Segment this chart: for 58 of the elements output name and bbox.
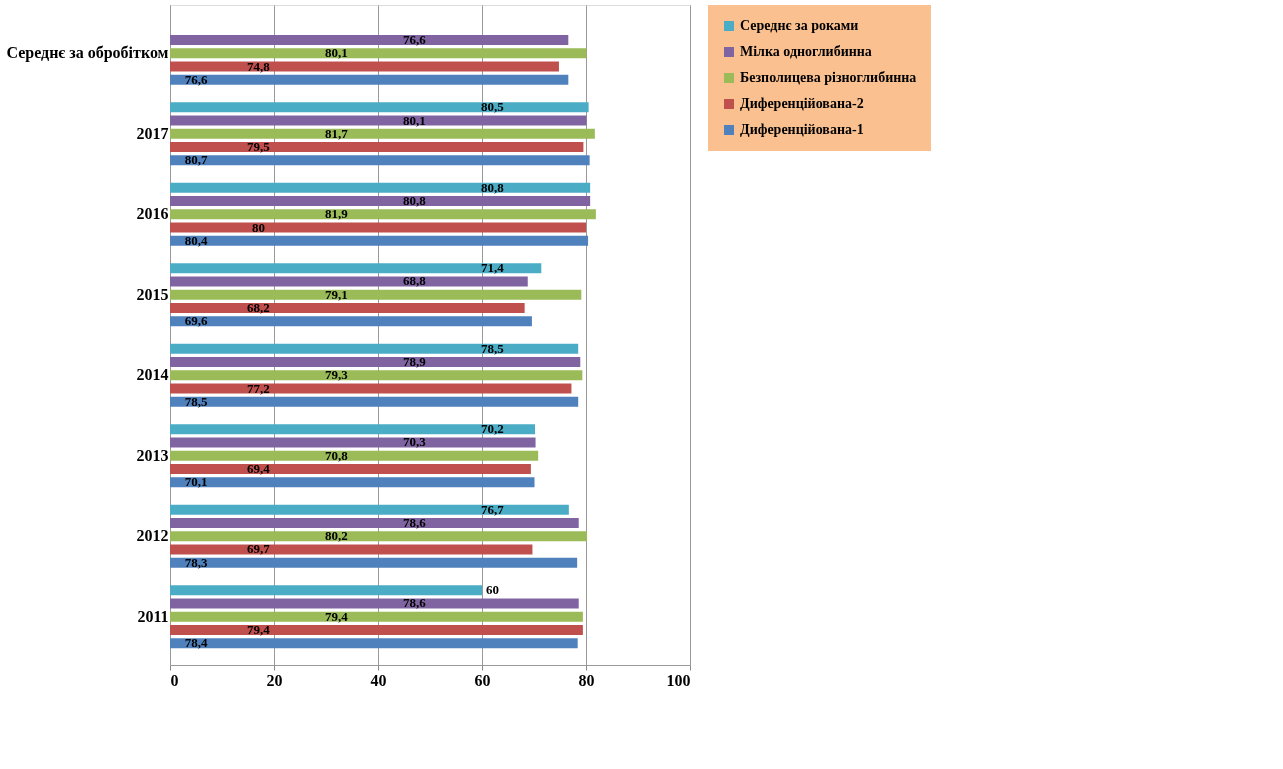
data-label: 69,4 (247, 461, 271, 477)
x-tick-label: 60 (474, 671, 491, 689)
data-label: 70,1 (184, 474, 208, 490)
data-label: 80,1 (325, 45, 348, 61)
data-label: 70,2 (481, 421, 504, 437)
data-label: 70,8 (325, 447, 349, 463)
y-tick-label: 2011 (137, 607, 169, 625)
y-tick-label: 2012 (136, 527, 169, 545)
data-label: 76,6 (403, 32, 427, 48)
x-tick-label: 20 (266, 671, 283, 689)
data-label: 78,3 (184, 554, 208, 570)
legend-label: Диференційована-2 (740, 96, 864, 111)
data-label: 78,5 (184, 393, 208, 409)
legend-label: Мілка одноглибинна (740, 44, 872, 59)
y-tick-label: 2017 (136, 124, 169, 142)
data-label: 77,2 (247, 380, 270, 396)
legend-label: Середнє за роками (740, 18, 859, 33)
data-label: 78,4 (184, 635, 208, 651)
data-label: 76,6 (184, 71, 208, 87)
y-tick-label: 2016 (136, 205, 169, 223)
data-label: 60 (485, 582, 499, 598)
data-label: 78,9 (403, 353, 427, 369)
data-label: 80,8 (481, 179, 505, 195)
data-label: 80,5 (481, 99, 505, 115)
data-label: 78,5 (481, 340, 505, 356)
data-label: 79,5 (247, 139, 271, 155)
data-label: 80,1 (403, 112, 426, 128)
data-label: 80,7 (184, 152, 208, 168)
data-label: 80 (251, 219, 265, 235)
data-label: 79,1 (325, 286, 348, 302)
data-label: 81,7 (325, 125, 349, 141)
x-tick-label: 100 (666, 671, 691, 689)
data-label: 74,8 (247, 58, 271, 74)
legend-label: Диференційована-1 (740, 122, 864, 137)
data-label: 79,4 (325, 608, 349, 624)
data-label: 79,3 (325, 367, 349, 383)
data-label: 76,7 (481, 501, 505, 517)
x-tick-label: 40 (370, 671, 387, 689)
data-label: 80,2 (325, 528, 348, 544)
x-tick-label: 0 (170, 671, 179, 689)
data-label: 68,2 (247, 300, 270, 316)
data-label: 81,9 (325, 206, 349, 222)
y-tick-label: Середнє за обробітком (6, 44, 169, 63)
data-label: 70,3 (403, 434, 427, 450)
legend-label: Безполицева різноглибинна (740, 70, 917, 85)
y-tick-label: 2013 (136, 446, 169, 464)
data-label: 78,6 (403, 595, 427, 611)
y-tick-label: 2014 (136, 366, 169, 384)
data-label: 80,8 (403, 192, 427, 208)
data-label: 68,8 (403, 273, 427, 289)
data-label: 69,6 (184, 313, 208, 329)
data-label: 78,6 (403, 514, 427, 530)
x-tick-label: 80 (578, 671, 595, 689)
data-label: 80,4 (184, 232, 208, 248)
data-label: 69,7 (247, 541, 271, 557)
data-label: 71,4 (481, 260, 505, 276)
data-label: 79,4 (247, 621, 271, 637)
y-tick-label: 2015 (136, 285, 169, 303)
